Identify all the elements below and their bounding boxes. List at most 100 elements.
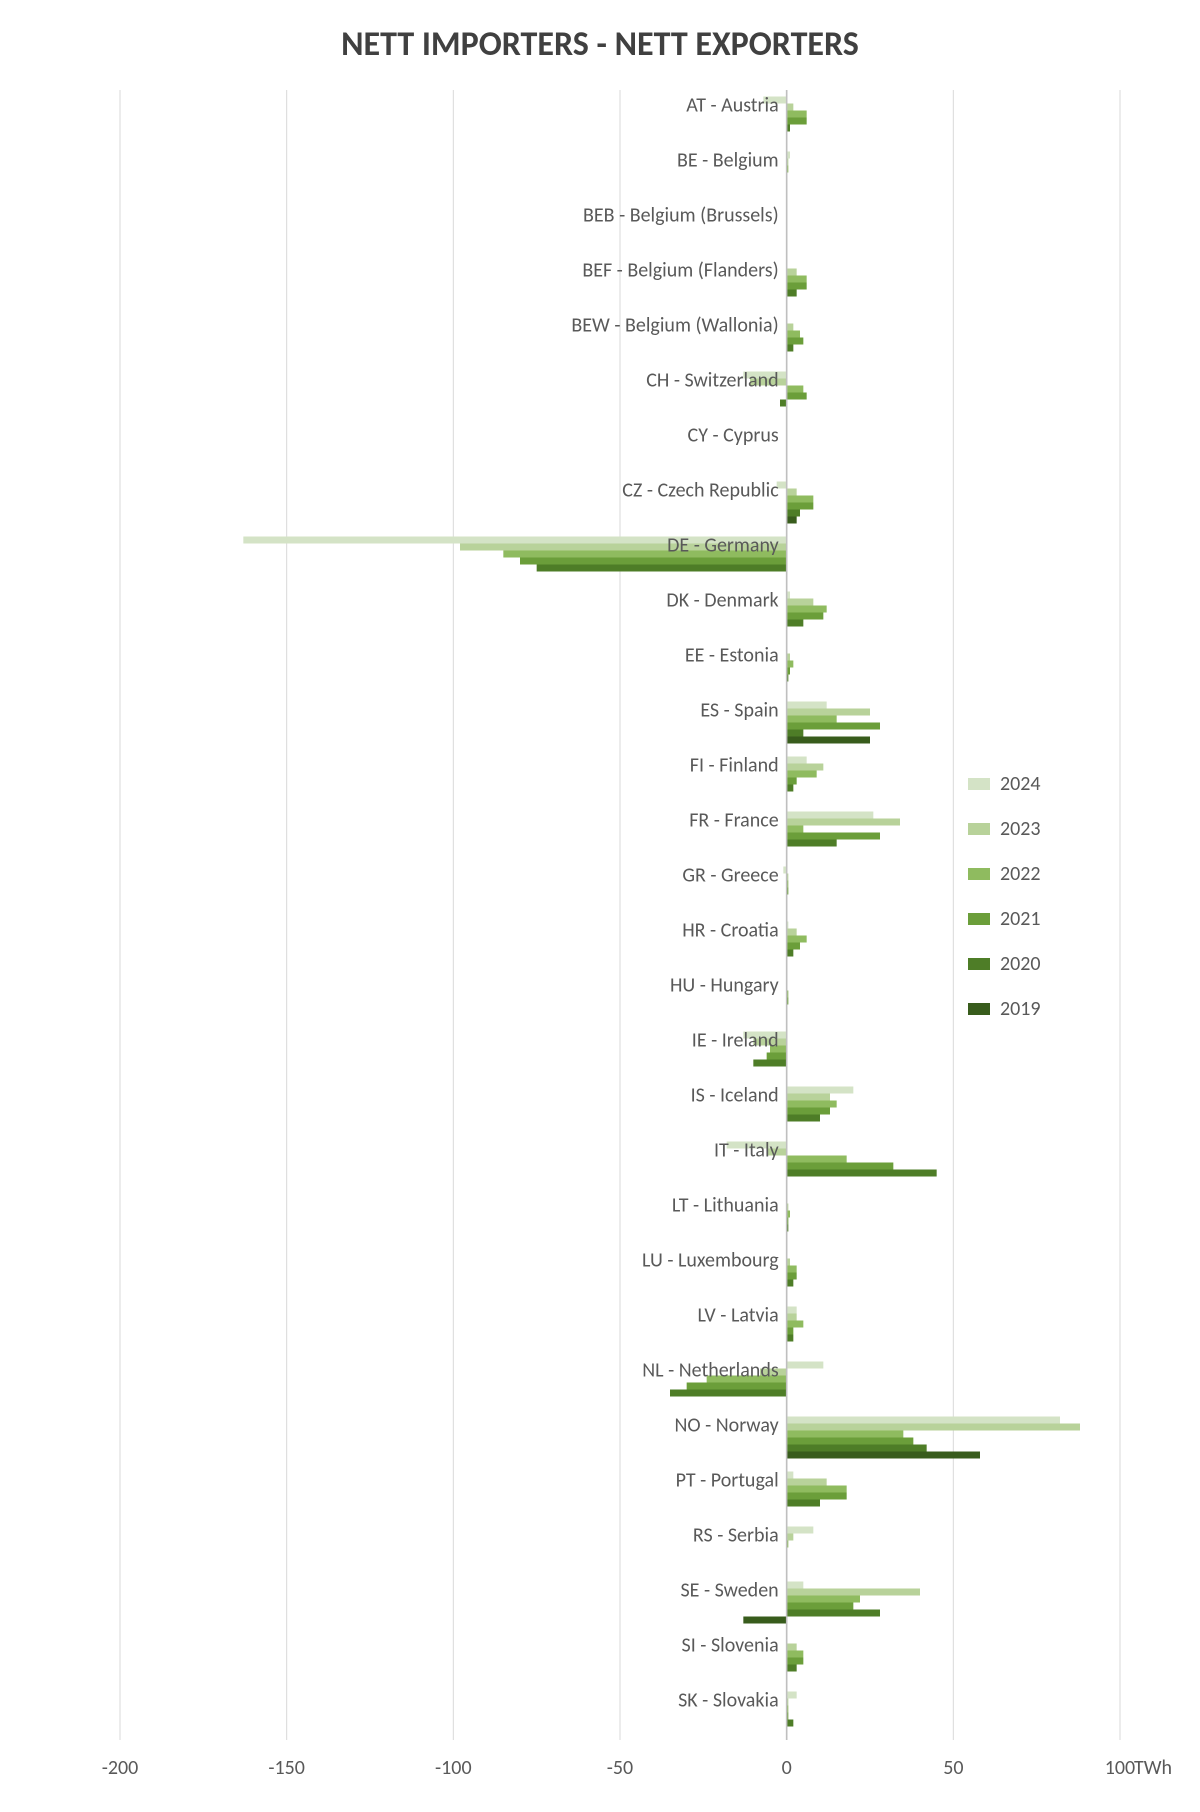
category-label: BEF - Belgium (Flanders) [582, 259, 778, 283]
bar [787, 778, 797, 785]
x-tick-label: -50 [607, 1756, 633, 1780]
legend-label: 2022 [1000, 862, 1041, 886]
legend-label: 2021 [1000, 907, 1041, 931]
bar [787, 331, 800, 338]
bar [787, 661, 794, 668]
bar [787, 1644, 797, 1651]
bar [787, 1486, 847, 1493]
bar [787, 1273, 797, 1280]
category-label: ES - Spain [700, 699, 778, 723]
bar [787, 943, 800, 950]
bar [787, 620, 804, 627]
bar [787, 613, 824, 620]
category-label: SK - Slovakia [678, 1689, 779, 1713]
category-label: CY - Cyprus [688, 424, 779, 448]
bar [787, 709, 870, 716]
category-label: FI - Finland [690, 754, 779, 778]
category-label: HR - Croatia [682, 919, 778, 943]
bar [787, 599, 814, 606]
bar [787, 1094, 830, 1101]
category-label: CZ - Czech Republic [622, 479, 779, 503]
bar [787, 1582, 804, 1589]
bar [780, 400, 787, 407]
bar [787, 269, 797, 276]
bar [787, 1108, 830, 1115]
category-label: GR - Greece [682, 864, 778, 888]
bar [787, 517, 797, 524]
category-label: IS - Iceland [691, 1084, 779, 1108]
bar [787, 1658, 804, 1665]
category-label: LU - Luxembourg [642, 1249, 779, 1273]
bar [787, 510, 800, 517]
x-tick-label: -100 [435, 1756, 472, 1780]
category-label: HU - Hungary [670, 974, 779, 998]
category-label: FR - France [689, 809, 779, 833]
x-axis-unit: TWh [1134, 1756, 1172, 1780]
legend-swatch [968, 778, 990, 790]
bar [787, 1720, 794, 1727]
bar [787, 118, 807, 125]
bar [670, 1390, 787, 1397]
x-tick-label: -200 [102, 1756, 139, 1780]
bar [787, 1115, 820, 1122]
bar [787, 833, 880, 840]
bar [787, 764, 824, 771]
x-tick-label: 50 [943, 1756, 963, 1780]
bar [787, 1417, 1060, 1424]
bar [787, 929, 797, 936]
bar [787, 345, 794, 352]
bar [787, 730, 804, 737]
legend-swatch [968, 1003, 990, 1015]
category-label: NL - Netherlands [642, 1359, 779, 1383]
bar [767, 1053, 787, 1060]
bar [787, 496, 814, 503]
bar [787, 1170, 937, 1177]
bar [787, 393, 807, 400]
bar [787, 1163, 894, 1170]
category-label: IE - Ireland [692, 1029, 779, 1053]
bar [787, 819, 900, 826]
bar [787, 111, 807, 118]
category-label: RS - Serbia [693, 1524, 779, 1548]
bar [787, 1431, 904, 1438]
x-tick-label: -150 [268, 1756, 305, 1780]
bar [743, 1617, 786, 1624]
chart-container: NETT IMPORTERS - NETT EXPORTERS-200-150-… [0, 0, 1200, 1812]
category-label: PT - Portugal [676, 1469, 779, 1493]
bar [787, 1596, 860, 1603]
bar [787, 950, 794, 957]
bar [787, 1280, 794, 1287]
bar [787, 1472, 794, 1479]
bar [787, 723, 880, 730]
bar [787, 324, 794, 331]
bar [787, 1314, 797, 1321]
bar [787, 1500, 820, 1507]
category-label: CH - Switzerland [646, 369, 778, 393]
bar [787, 1335, 794, 1342]
legend-swatch [968, 823, 990, 835]
category-label: LV - Latvia [697, 1304, 778, 1328]
category-label: DK - Denmark [666, 589, 778, 613]
x-tick-label: 0 [782, 1756, 792, 1780]
bar [787, 489, 797, 496]
bar [787, 1665, 797, 1672]
bar [787, 702, 827, 709]
bar [787, 812, 874, 819]
bar [787, 1266, 797, 1273]
category-label: DE - Germany [667, 534, 779, 558]
bar-chart: NETT IMPORTERS - NETT EXPORTERS-200-150-… [0, 0, 1200, 1812]
category-label: BEB - Belgium (Brussels) [583, 204, 779, 228]
bar [787, 276, 807, 283]
bar [787, 386, 804, 393]
bar [787, 606, 827, 613]
bar [787, 290, 797, 297]
bar [787, 716, 837, 723]
bar [787, 283, 807, 290]
legend-label: 2023 [1000, 817, 1041, 841]
bar [787, 1307, 797, 1314]
bar [687, 1383, 787, 1390]
bar [787, 737, 870, 744]
bar [787, 1156, 847, 1163]
bar [787, 1424, 1080, 1431]
bar [787, 1438, 914, 1445]
